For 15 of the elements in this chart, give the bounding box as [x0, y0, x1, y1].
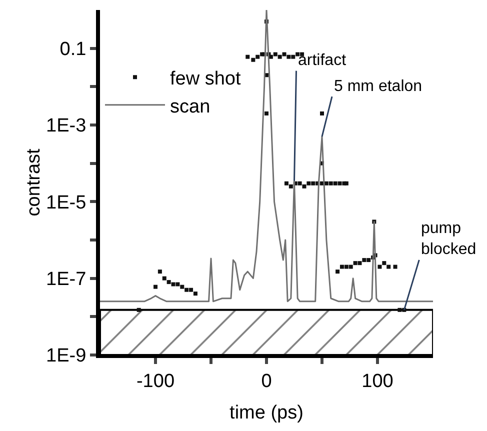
annotation: pump blocked: [421, 220, 476, 258]
y-axis-title: contrast: [23, 148, 44, 216]
y-tick-label: 1E-9: [46, 346, 86, 367]
y-tick-label: 1E-7: [46, 268, 86, 290]
legend-label: few shot: [170, 68, 242, 90]
annotation: artifact: [298, 52, 347, 69]
y-tick-label: 0.1: [60, 38, 86, 60]
x-axis-title: time (ps): [230, 402, 304, 424]
x-tick-label: 0: [261, 370, 272, 392]
legend-label: scan: [170, 96, 210, 118]
x-tick-label: 100: [362, 370, 394, 392]
annotation: 5 mm etalon: [334, 78, 422, 95]
y-tick-label: 1E-5: [46, 192, 86, 214]
x-tick-label: -100: [136, 370, 175, 392]
y-tick-label: 1E-3: [46, 116, 86, 137]
